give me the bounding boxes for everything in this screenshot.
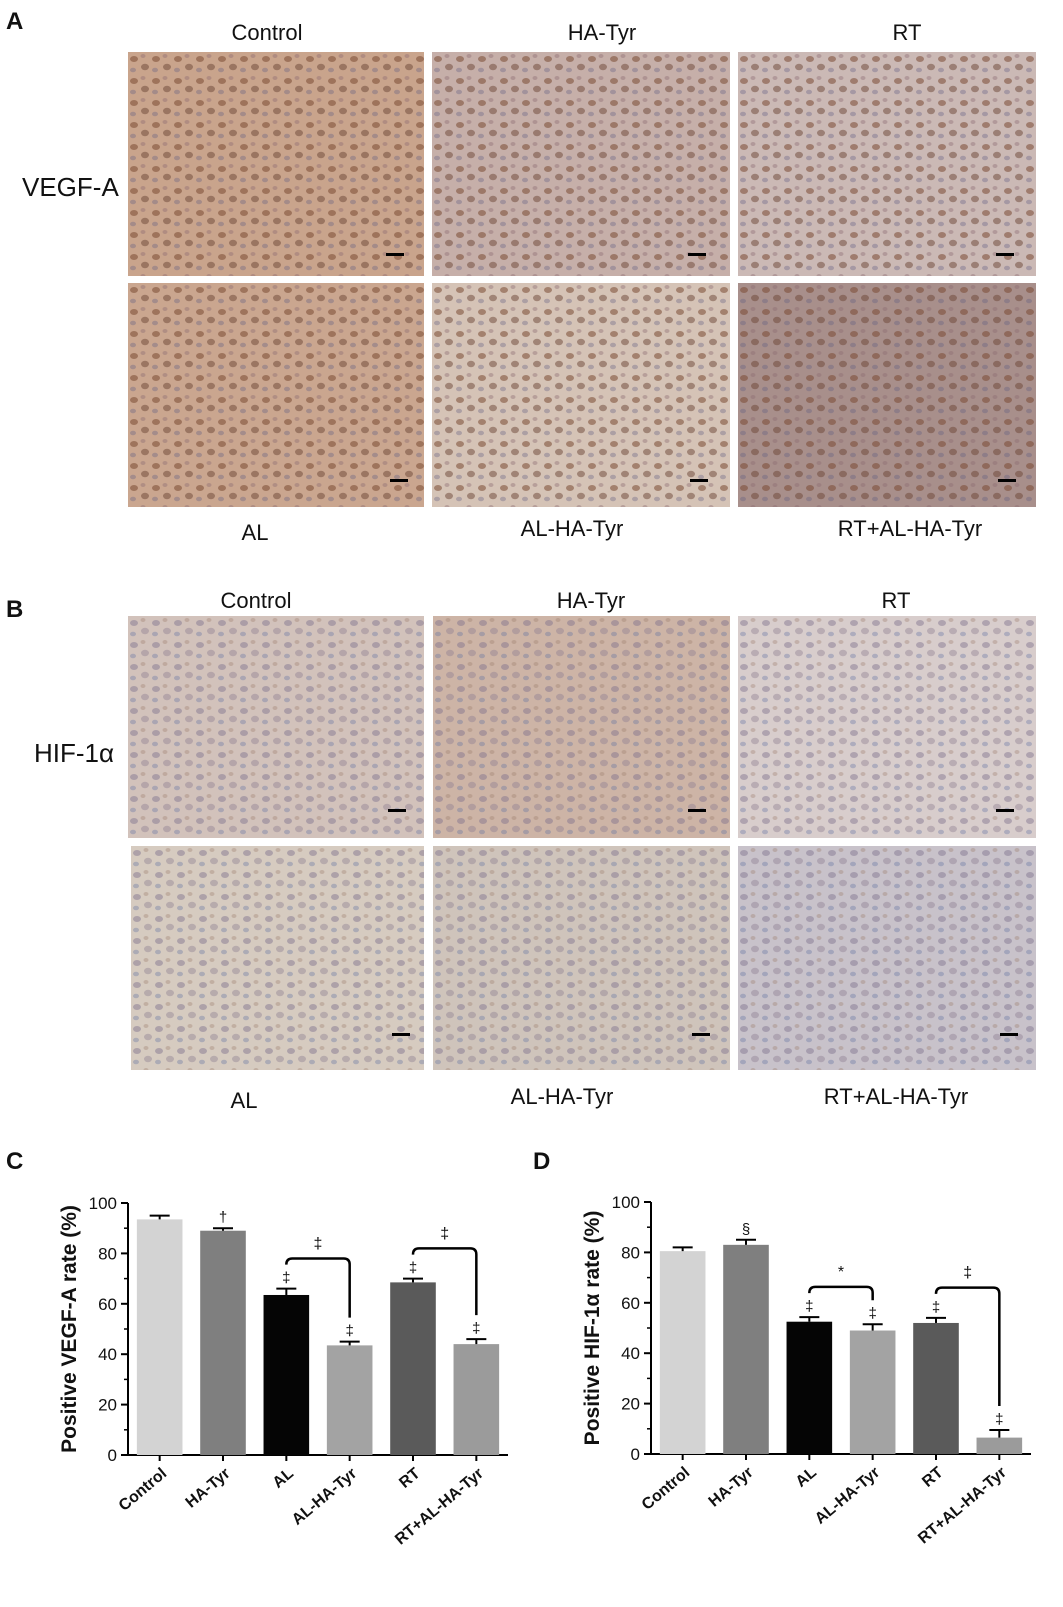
x-tick-label: RT [919,1464,946,1491]
significance-marker: § [742,1221,750,1238]
y-axis-label: Positive VEGF-A rate (%) [58,1205,81,1453]
comparison-bracket [934,1286,1001,1407]
panel-a-col-label-control: Control [231,20,303,45]
panel-letter-d: D [533,1148,551,1175]
significance-marker: ‡ [472,1320,480,1337]
micrograph-hif-al-ha-tyr [433,846,730,1070]
x-tick-label: AL [793,1464,820,1491]
panel-b-col-label-rt-al-ha-tyr: RT+AL-HA-Tyr [823,1084,969,1109]
panel-a-col-label-al-ha-tyr: AL-HA-Tyr [520,516,624,541]
micrograph-vegf-rt-al-ha-tyr [738,283,1036,507]
significance-marker: ‡ [345,1323,353,1340]
bar-ha-tyr [723,1244,769,1454]
panel-b-col-label-ha-tyr: HA-Tyr [556,588,626,613]
y-tick-label: 20 [98,1396,117,1415]
x-tick-label: RT [396,1465,423,1492]
y-tick-label: 0 [631,1445,640,1464]
y-tick-label: 60 [621,1294,640,1313]
panel-b-row-label: HIF-1α [34,738,115,768]
x-tick-label: AL-HA-Tyr [289,1465,360,1529]
significance-marker: † [219,1209,227,1226]
micrograph-hif-al [131,846,424,1070]
panel-a-col-label-al: AL [241,520,269,545]
y-tick-label: 60 [98,1295,117,1314]
panel-a-col-label-rt-al-ha-tyr: RT+AL-HA-Tyr [837,516,983,541]
bar-rt [390,1282,436,1455]
chart-hif-positive-rate: 0 20 40 60 80 100 Positive HIF-1α rate (%) Cont… [581,1193,1031,1547]
comparison-bracket [411,1247,478,1316]
comparison-bracket [808,1285,874,1301]
x-tick-label: AL-HA-Tyr [812,1464,883,1528]
bar-rt-al-ha-tyr [976,1437,1023,1454]
significance-marker: ‡ [868,1305,876,1322]
micrograph-hif-ha-tyr [433,616,730,838]
panel-letter-b: B [6,596,24,623]
micrograph-vegf-al [128,283,424,507]
bar-control [659,1251,706,1454]
significance-marker: ‡ [995,1411,1003,1428]
bar-control [136,1219,183,1455]
scale-bar [1000,1033,1018,1036]
micrograph-hif-rt [738,616,1036,838]
scale-bar [392,1033,410,1036]
bar-rt-al-ha-tyr [453,1344,500,1455]
scale-bar [996,809,1014,812]
micrograph-vegf-control [128,52,424,276]
y-tick-label: 0 [108,1446,117,1465]
scale-bar [998,479,1016,482]
panel-a-row-label: VEGF-A [22,172,119,202]
x-tick-label: Control [116,1465,170,1515]
x-tick-label: Control [639,1464,693,1514]
panel-letter-a: A [6,8,24,35]
comparison-label: ‡ [314,1235,323,1252]
x-tick-label: AL [270,1465,297,1492]
scale-bar [388,809,406,812]
y-tick-label: 20 [621,1395,640,1414]
chart-vegf-positive-rate: 0 20 40 60 80 100 Positive VEGF-A rate (%) Cont… [58,1194,508,1548]
scale-bar [688,253,706,256]
significance-marker: ‡ [282,1270,290,1287]
scale-bar [690,479,708,482]
micrograph-vegf-rt [738,52,1036,276]
micrograph-vegf-ha-tyr [432,52,730,276]
bar-al [263,1294,310,1455]
panel-a-col-label-rt: RT [892,20,922,45]
scale-bar [390,479,408,482]
bar-al-ha-tyr [326,1345,373,1455]
micrograph-vegf-al-ha-tyr [432,283,730,507]
y-tick-label: 80 [621,1243,640,1262]
x-tick-label: HA-Tyr [183,1465,234,1512]
comparison-bracket [285,1257,351,1318]
scale-bar [386,253,404,256]
comparison-label: ‡ [963,1265,972,1282]
comparison-label: * [838,1264,844,1281]
y-tick-label: 100 [89,1194,117,1213]
panel-letter-c: C [6,1148,24,1175]
panel-a-col-label-ha-tyr: HA-Tyr [567,20,637,45]
y-tick-label: 40 [621,1344,640,1363]
panel-b-col-label-al: AL [230,1088,258,1113]
y-tick-label: 100 [612,1193,640,1212]
significance-marker: ‡ [932,1299,940,1316]
panel-b-col-label-al-ha-tyr: AL-HA-Tyr [510,1084,614,1109]
bar-al-ha-tyr [849,1330,896,1454]
micrograph-hif-control [128,616,424,838]
panel-b-col-label-rt: RT [881,588,911,613]
scale-bar [996,253,1014,256]
panel-b-col-label-control: Control [220,588,292,613]
bar-al [786,1321,833,1454]
micrograph-hif-rt-al-ha-tyr [738,846,1036,1070]
significance-marker: ‡ [409,1260,417,1277]
bar-rt [913,1322,959,1454]
scale-bar [688,809,706,812]
y-axis-label: Positive HIF-1α rate (%) [581,1211,604,1446]
y-tick-label: 40 [98,1345,117,1364]
comparison-label: ‡ [440,1225,449,1242]
scale-bar [692,1033,710,1036]
y-tick-label: 80 [98,1244,117,1263]
significance-marker: ‡ [805,1298,813,1315]
x-tick-label: HA-Tyr [706,1464,757,1511]
bar-ha-tyr [200,1230,246,1455]
